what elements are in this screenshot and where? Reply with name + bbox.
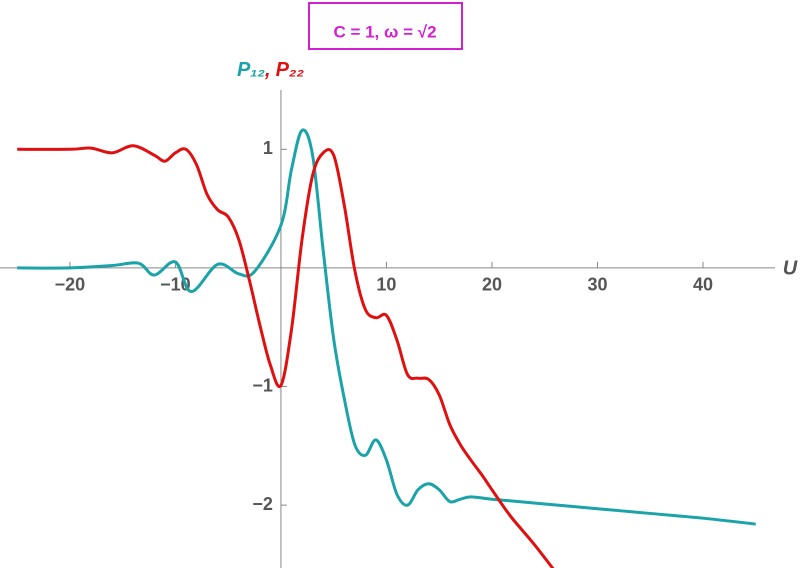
x-axis-label: U (783, 257, 798, 279)
y-tick-label: 1 (263, 138, 273, 158)
chart-title: C = 1, ω = √2 (333, 22, 436, 41)
y-tick-label: −2 (252, 494, 273, 514)
x-tick-label: 20 (482, 275, 502, 295)
legend-label: P₁₂ (237, 59, 265, 81)
x-tick-label: −20 (55, 275, 86, 295)
legend-label: P₂₂ (276, 59, 305, 81)
data-line (17, 128, 756, 526)
data-line (17, 144, 555, 568)
title-box (308, 2, 463, 50)
x-tick-label: 30 (587, 275, 607, 295)
y-axis-label: P₁₂, P₂₂ (237, 59, 305, 81)
y-tick-label: −1 (252, 375, 273, 395)
plot-area (17, 128, 756, 568)
x-tick-label: 40 (693, 275, 713, 295)
x-tick-label: 10 (376, 275, 396, 295)
label-separator: , (264, 59, 271, 81)
